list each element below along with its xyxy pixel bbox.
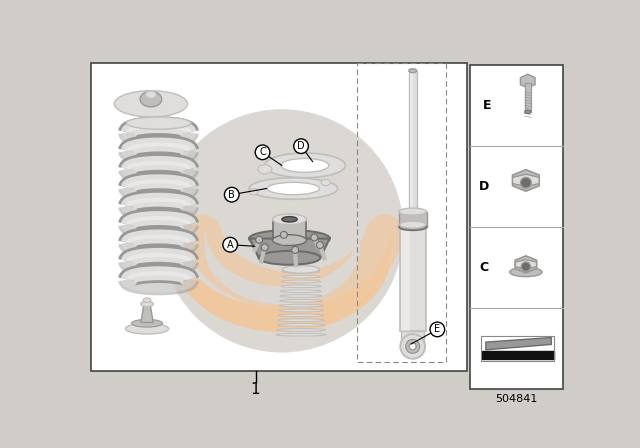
- Bar: [401, 331, 424, 345]
- Bar: [409, 71, 417, 220]
- Ellipse shape: [399, 208, 427, 215]
- Polygon shape: [520, 74, 535, 88]
- Text: C: C: [480, 261, 489, 274]
- Polygon shape: [515, 260, 536, 269]
- Polygon shape: [515, 256, 536, 273]
- Bar: [470, 65, 563, 389]
- Bar: [401, 225, 410, 331]
- Ellipse shape: [276, 333, 326, 336]
- Polygon shape: [513, 170, 540, 191]
- Polygon shape: [486, 337, 551, 350]
- Circle shape: [255, 145, 270, 159]
- Ellipse shape: [281, 159, 329, 172]
- Circle shape: [280, 231, 287, 238]
- Ellipse shape: [281, 285, 321, 288]
- Ellipse shape: [283, 266, 319, 273]
- Ellipse shape: [126, 117, 191, 129]
- Ellipse shape: [279, 304, 323, 307]
- Ellipse shape: [259, 251, 320, 265]
- Text: C: C: [259, 147, 266, 157]
- Ellipse shape: [280, 290, 322, 293]
- Ellipse shape: [280, 300, 323, 302]
- Text: 504841: 504841: [495, 395, 538, 405]
- Polygon shape: [141, 304, 153, 323]
- Ellipse shape: [143, 298, 151, 302]
- Ellipse shape: [525, 110, 531, 113]
- Ellipse shape: [132, 319, 163, 327]
- Bar: [481, 336, 554, 361]
- Bar: [410, 71, 413, 220]
- Ellipse shape: [282, 275, 320, 278]
- Circle shape: [223, 237, 237, 252]
- Bar: [399, 211, 427, 227]
- Bar: [91, 63, 467, 371]
- Ellipse shape: [141, 302, 153, 307]
- Ellipse shape: [264, 153, 346, 178]
- Ellipse shape: [278, 319, 324, 322]
- Ellipse shape: [399, 221, 426, 228]
- Circle shape: [401, 334, 425, 359]
- Ellipse shape: [125, 323, 168, 334]
- Bar: [357, 63, 446, 362]
- Ellipse shape: [249, 230, 330, 247]
- Polygon shape: [482, 351, 554, 359]
- Ellipse shape: [409, 69, 417, 73]
- Circle shape: [520, 177, 531, 188]
- Ellipse shape: [277, 324, 325, 326]
- Ellipse shape: [273, 214, 307, 225]
- Polygon shape: [513, 174, 540, 186]
- Circle shape: [311, 234, 317, 241]
- Circle shape: [261, 244, 268, 251]
- Text: D: D: [479, 180, 490, 193]
- Circle shape: [521, 262, 531, 271]
- Ellipse shape: [140, 91, 162, 107]
- Ellipse shape: [115, 91, 188, 117]
- Polygon shape: [250, 238, 330, 258]
- Ellipse shape: [278, 309, 324, 312]
- Circle shape: [292, 246, 299, 254]
- Ellipse shape: [280, 295, 322, 297]
- Circle shape: [409, 343, 416, 350]
- Ellipse shape: [249, 178, 338, 199]
- Ellipse shape: [276, 328, 326, 331]
- Ellipse shape: [399, 224, 427, 230]
- Circle shape: [225, 187, 239, 202]
- Circle shape: [294, 139, 308, 154]
- Text: B: B: [228, 190, 235, 200]
- Circle shape: [406, 340, 420, 353]
- Ellipse shape: [267, 182, 319, 195]
- Ellipse shape: [282, 217, 297, 222]
- Text: D: D: [297, 141, 305, 151]
- Ellipse shape: [278, 314, 324, 317]
- Text: E: E: [435, 324, 440, 334]
- Circle shape: [430, 322, 445, 337]
- Polygon shape: [273, 220, 307, 240]
- Ellipse shape: [258, 165, 272, 174]
- Ellipse shape: [282, 271, 320, 273]
- Ellipse shape: [145, 90, 156, 99]
- Text: A: A: [227, 240, 234, 250]
- Text: 1: 1: [251, 382, 260, 397]
- Ellipse shape: [321, 180, 330, 185]
- Ellipse shape: [249, 189, 258, 195]
- Ellipse shape: [509, 267, 542, 277]
- Ellipse shape: [273, 235, 307, 246]
- Text: E: E: [483, 99, 492, 112]
- Bar: [525, 82, 531, 112]
- Circle shape: [316, 241, 323, 249]
- Ellipse shape: [282, 280, 321, 283]
- Circle shape: [255, 236, 262, 243]
- Circle shape: [160, 109, 403, 353]
- Bar: [399, 225, 426, 331]
